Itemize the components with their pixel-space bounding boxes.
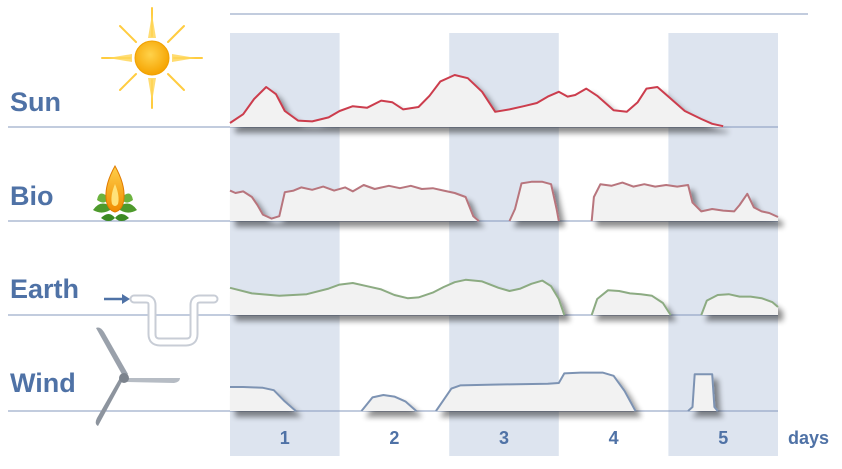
earth-line-1: [229, 278, 566, 316]
day-labels: 1 2 3 4 5: [280, 428, 728, 448]
wind-line-1: [230, 386, 297, 412]
row-labels: Sun Bio Earth Wind: [10, 87, 79, 398]
x-axis-unit: days: [788, 428, 829, 448]
wind-area-2: [361, 395, 417, 411]
ground-pipe-icon: [104, 294, 219, 347]
series-sun: [229, 74, 724, 128]
bio-area-1: [230, 185, 479, 221]
day-label-2: 2: [389, 428, 399, 448]
earth-area-1: [230, 279, 565, 315]
wind-line-4: [687, 373, 719, 412]
wind-line-2: [360, 394, 417, 412]
day-label-4: 4: [609, 428, 619, 448]
day-label-3: 3: [499, 428, 509, 448]
row-label-bio: Bio: [10, 181, 54, 211]
day-band-1: [230, 33, 340, 456]
bio-line-2: [508, 180, 560, 222]
series-areas: [229, 74, 779, 412]
row-label-sun: Sun: [10, 87, 61, 117]
day-label-5: 5: [718, 428, 728, 448]
wind-area-3: [436, 372, 636, 411]
earth-area-3: [701, 294, 778, 315]
series-wind: [230, 371, 719, 412]
row-label-earth: Earth: [10, 274, 79, 304]
wind-area-4: [688, 374, 718, 411]
sun-icon: [101, 7, 203, 109]
day-label-1: 1: [280, 428, 290, 448]
wind-area-1: [230, 387, 296, 411]
bio-line-3: [590, 181, 779, 222]
wind-turbine-icon: [95, 327, 180, 426]
series-earth: [229, 278, 779, 316]
earth-line-2: [590, 289, 672, 316]
sun-area-1: [230, 75, 724, 127]
row-label-wind: Wind: [10, 368, 76, 398]
flame-leaf-icon: [93, 164, 137, 221]
series-bio: [229, 180, 779, 222]
bio-area-2: [509, 181, 559, 221]
sun-line-1: [229, 74, 724, 128]
day-band-5: [668, 33, 778, 456]
earth-line-3: [700, 293, 779, 316]
bio-line-1: [229, 184, 480, 222]
wind-line-3: [435, 371, 637, 412]
